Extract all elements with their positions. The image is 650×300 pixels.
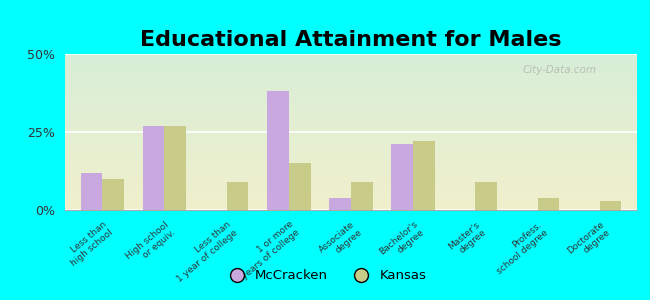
Bar xyxy=(475,182,497,210)
Bar xyxy=(81,172,102,210)
Bar xyxy=(538,197,559,210)
Bar xyxy=(267,92,289,210)
Title: Educational Attainment for Males: Educational Attainment for Males xyxy=(140,30,562,50)
Bar xyxy=(330,197,351,210)
Text: City-Data.com: City-Data.com xyxy=(523,65,597,75)
Bar xyxy=(600,201,621,210)
Bar xyxy=(227,182,248,210)
Bar xyxy=(391,145,413,210)
Bar xyxy=(289,163,311,210)
Bar xyxy=(164,126,187,210)
Bar xyxy=(351,182,372,210)
Bar xyxy=(102,179,124,210)
Legend: McCracken, Kansas: McCracken, Kansas xyxy=(218,264,432,287)
Bar xyxy=(143,126,164,210)
Bar xyxy=(413,141,435,210)
